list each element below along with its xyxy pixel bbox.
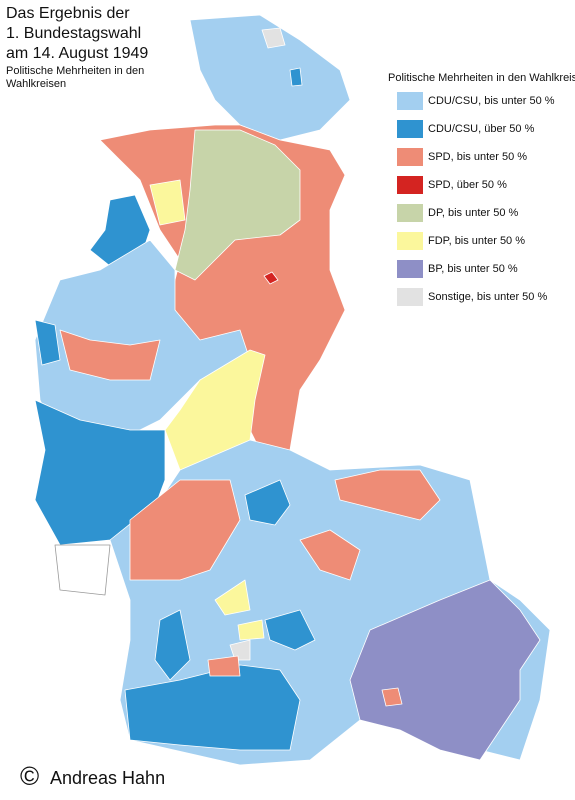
legend-label: Sonstige, bis unter 50 % [428, 291, 547, 303]
region [189, 14, 351, 141]
legend: Politische Mehrheiten in den Wahlkreisen… [388, 72, 575, 306]
subtitle-line: Politische Mehrheiten in den [6, 65, 144, 77]
legend-swatch [397, 176, 423, 194]
region [229, 639, 251, 661]
legend-swatch [397, 204, 423, 222]
legend-label: BP, bis unter 50 % [428, 263, 518, 275]
credit: © Andreas Hahn [20, 761, 165, 791]
legend-label: CDU/CSU, bis unter 50 % [428, 95, 555, 107]
legend-label: SPD, bis unter 50 % [428, 151, 527, 163]
legend-title: Politische Mehrheiten in den Wahlkreisen [388, 72, 575, 84]
region [237, 619, 265, 641]
subtitle-line: Wahlkreisen [6, 78, 66, 90]
region [59, 329, 161, 381]
region [264, 609, 316, 651]
credit-name: Andreas Hahn [50, 768, 165, 788]
region [261, 27, 286, 49]
legend-label: CDU/CSU, über 50 % [428, 123, 535, 135]
legend-label: FDP, bis unter 50 % [428, 235, 525, 247]
region [349, 579, 541, 761]
legend-swatch [397, 120, 423, 138]
region [381, 687, 403, 707]
legend-swatch [397, 288, 423, 306]
region [154, 609, 191, 681]
legend-label: SPD, über 50 % [428, 179, 507, 191]
region [207, 655, 241, 677]
legend-swatch [397, 260, 423, 278]
legend-swatch [397, 148, 423, 166]
region [54, 544, 111, 596]
region [34, 319, 61, 366]
region [299, 529, 361, 581]
region [214, 579, 251, 616]
region [289, 67, 303, 87]
title-line: am 14. August 1949 [6, 45, 148, 62]
copyright-symbol: © [20, 761, 39, 791]
legend-swatch [397, 92, 423, 110]
map [34, 14, 551, 766]
region [263, 271, 279, 285]
region [244, 479, 291, 526]
title-line: 1. Bundestagswahl [6, 25, 141, 42]
title-line: Das Ergebnis der [6, 5, 130, 22]
region [129, 479, 241, 581]
title-block: Das Ergebnis der 1. Bundestagswahl am 14… [6, 5, 148, 90]
region [334, 469, 441, 521]
legend-label: DP, bis unter 50 % [428, 207, 519, 219]
region [174, 129, 301, 281]
region [149, 179, 186, 226]
legend-swatch [397, 232, 423, 250]
